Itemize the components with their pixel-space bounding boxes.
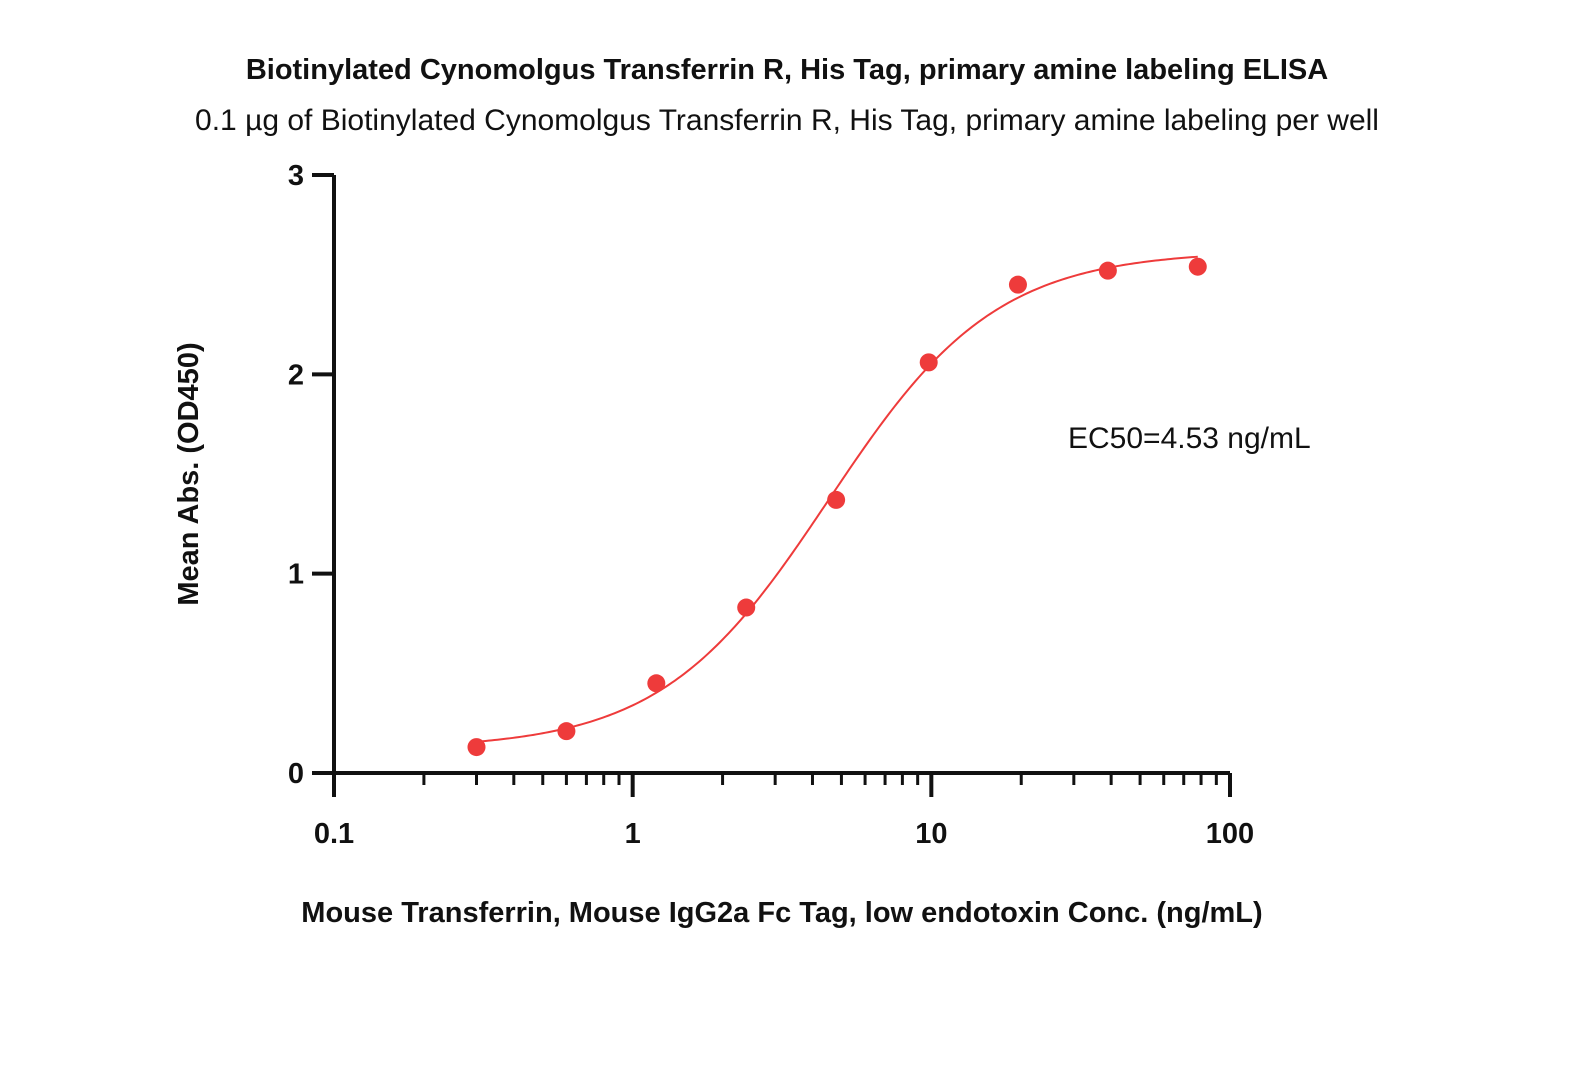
y-tick-label: 1 (288, 559, 304, 591)
data-point (827, 490, 846, 509)
data-point (919, 353, 938, 372)
data-point (1098, 261, 1117, 280)
x-tick-label: 1 (625, 818, 641, 850)
data-point (647, 674, 666, 693)
data-point (467, 738, 486, 757)
y-tick-label: 2 (288, 359, 304, 391)
data-point (1008, 275, 1027, 294)
axes (332, 175, 1230, 775)
data-point (557, 722, 576, 741)
x-ticks: 0.1 1 10 100 (314, 773, 1254, 850)
x-tick-label: 10 (915, 818, 947, 850)
data-point (737, 598, 756, 617)
y-tick-label: 0 (288, 758, 304, 790)
x-tick-label: 0.1 (314, 818, 354, 850)
data-points (467, 257, 1207, 757)
y-axis-label: Mean Abs. (OD450) (173, 342, 205, 605)
fit-curve (476, 255, 1198, 743)
x-tick-label: 100 (1206, 818, 1254, 850)
x-axis-label: Mouse Transferrin, Mouse IgG2a Fc Tag, l… (301, 897, 1262, 929)
chart-title: Biotinylated Cynomolgus Transferrin R, H… (246, 54, 1328, 86)
ec50-annotation: EC50=4.53 ng/mL (1068, 422, 1311, 455)
chart-subtitle: 0.1 µg of Biotinylated Cynomolgus Transf… (195, 104, 1379, 137)
data-point (1188, 257, 1207, 276)
y-ticks: 0 1 2 3 (288, 160, 334, 790)
y-tick-label: 3 (288, 160, 304, 192)
